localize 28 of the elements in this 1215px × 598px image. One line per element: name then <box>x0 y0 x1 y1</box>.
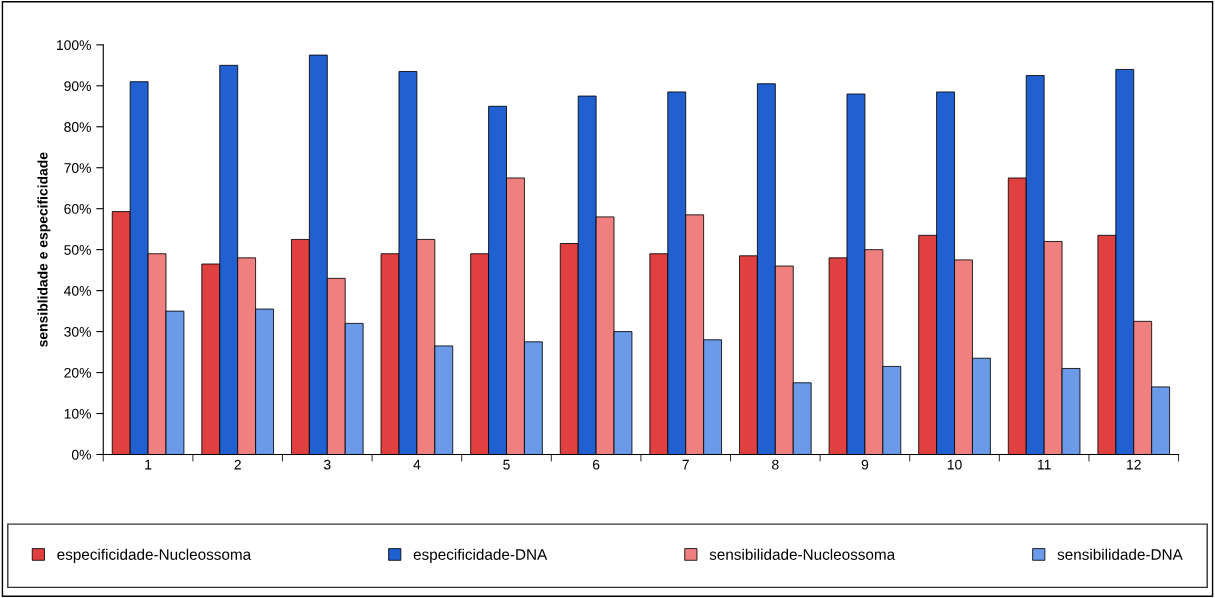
x-tick-label: 4 <box>413 459 421 470</box>
legend-label: sensibilidade-Nucleossoma <box>709 548 896 560</box>
x-tick-label: 9 <box>861 459 869 470</box>
x-tick-label: 8 <box>772 459 779 470</box>
y-tick-label: 90% <box>64 81 91 91</box>
x-tick-label: 3 <box>323 459 331 470</box>
x-tick-label: 11 <box>1037 459 1051 470</box>
x-tick-label: 7 <box>682 459 689 470</box>
legend-label: especificidade-DNA <box>413 548 548 563</box>
x-tick-label: 10 <box>947 459 962 470</box>
y-tick-label: 80% <box>64 122 91 132</box>
x-tick-label: 2 <box>234 459 241 470</box>
y-tick-label: 20% <box>64 367 91 378</box>
y-tick-label: 0% <box>71 449 91 460</box>
y-tick-label: 50% <box>64 245 91 255</box>
legend-label: especificidade-Nucleossoma <box>57 548 252 563</box>
x-tick-label: 5 <box>503 459 510 470</box>
y-axis-title: sensiblidade e especificidade <box>37 152 51 347</box>
x-tick-label: 6 <box>592 459 600 470</box>
x-tick-label: 12 <box>1127 459 1141 470</box>
y-tick-label: 40% <box>63 285 91 296</box>
y-tick-label: 100% <box>57 40 91 51</box>
y-tick-label: 30% <box>64 326 91 337</box>
y-tick-label: 10% <box>64 408 91 419</box>
legend-label: sensibilidade-DNA <box>1057 548 1183 560</box>
y-tick-label: 70% <box>64 163 91 173</box>
x-tick-label: 1 <box>145 459 152 470</box>
y-tick-label: 60% <box>64 204 91 214</box>
